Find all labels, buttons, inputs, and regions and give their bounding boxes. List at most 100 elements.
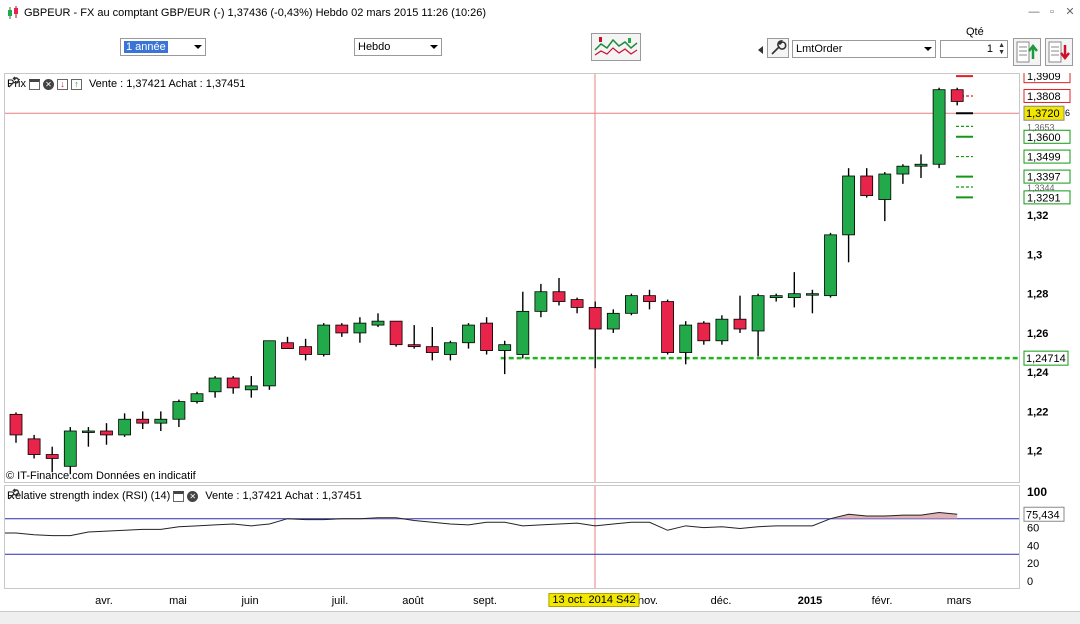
candle-body [842,175,855,236]
price-tick-label: 1,26 [1027,328,1048,340]
candle-body [335,324,349,334]
order-level-label: 1,3291 [1027,192,1061,204]
close-icon[interactable]: ✕ [187,490,199,502]
time-axis-label: août [402,595,424,607]
candle-body [100,430,113,436]
price-tick-label: 1,24 [1027,367,1049,379]
indicators-button[interactable] [591,33,641,61]
candle-body [824,234,837,297]
rsi-panel-header: Relative strength index (RSI) (14) ✕ Ven… [7,488,362,504]
quantity-label: Qté [966,26,984,38]
current-price-label: 1,3720 [1026,108,1060,120]
spinner-icon[interactable]: ▲ ▼ [998,42,1005,56]
candle-body [787,293,801,299]
maximize-icon[interactable]: ▫ [1050,6,1054,18]
order-level-box [1023,73,1071,84]
candle-body [9,413,23,436]
price-panel-header: Prix ✕ ↓ ↑ Vente : 1,37421 Achat : 1,374… [7,76,246,92]
candle-body [480,322,494,351]
time-axis-label: nov. [638,595,658,607]
rsi-chart[interactable] [5,486,1019,588]
rsi-overbought-area [16,512,958,519]
time-axis-label: 2015 [797,595,823,607]
candle-body [552,291,566,302]
wrench-icon[interactable] [7,488,20,501]
app-candle-icon [8,6,18,19]
interval-select[interactable]: Hebdo [354,38,442,56]
price-chart[interactable] [5,74,1019,482]
quantity-stepper[interactable]: 1 ▲ ▼ [940,40,1008,58]
order-level-label-hidden: 1,3653 [1027,122,1055,132]
current-price-suffix: 6 [1065,108,1070,118]
close-icon[interactable]: ✕ [1065,6,1075,18]
candle-body [208,377,222,393]
candle-body [516,310,530,355]
sell-button[interactable] [1045,38,1073,66]
candle-body [733,318,747,330]
close-icon[interactable]: ✕ [42,78,54,90]
order-level-label: 1,3600 [1027,132,1061,144]
wrench-icon [771,39,787,55]
candle-body [498,344,512,351]
title-bar: GBPEUR - FX au comptant GBP/EUR (-) 1,37… [0,0,1080,27]
candle-body [226,377,240,389]
current-price-box [1023,105,1065,121]
candle-body [371,320,385,326]
toolbar: 1 année Hebdo LmtOrder Qté 1 ▲ ▼ [0,26,1080,72]
price-axis: 1,32 1,3 1,28 1,26 1,24 1,22 1,2 1,3909 1,3808 1,… [1021,73,1080,483]
move-up-icon[interactable]: ↑ [70,78,82,90]
minimize-icon[interactable]: — [1028,6,1040,18]
candle-body [570,299,584,308]
order-level-label: 1,3499 [1027,152,1061,164]
candle-body [679,324,693,353]
time-axis: avr. mai juin juil. août sept. nov. déc. 2015 fév… [4,590,1020,610]
candle-body [281,342,294,350]
order-level-label: 1,3397 [1027,172,1061,184]
rsi-panel-quote: Vente : 1,37421 Achat : 1,37451 [205,490,362,502]
time-axis-label: déc. [710,595,732,607]
crosshair-date-label: 13 oct. 2014 S42 [548,593,640,607]
order-level-label: 1,3808 [1027,91,1061,103]
window-icon[interactable] [28,78,40,90]
candle-body [697,322,711,342]
order-level-box [1023,129,1071,144]
rsi-panel[interactable]: Relative strength index (RSI) (14) ✕ Ven… [4,485,1020,589]
price-panel-quote: Vente : 1,37421 Achat : 1,37451 [88,78,246,90]
candle-body [190,393,204,402]
order-settings-button[interactable] [767,38,789,58]
candle-body [715,318,729,342]
price-tick-label: 1,2 [1027,446,1042,458]
price-tick-label: 1,28 [1027,289,1048,301]
sidebar-collapse-arrow[interactable] [758,46,763,54]
order-level-label: 1,3909 [1027,73,1061,83]
candle-body [136,418,150,424]
order-type-select[interactable]: LmtOrder [792,40,936,58]
window-icon[interactable] [173,490,185,502]
rsi-tick-label: 20 [1027,558,1039,570]
candle-body [932,89,946,165]
bottom-scrollbar[interactable] [0,611,1080,624]
quantity-value: 1 [986,43,993,55]
candle-body [643,295,656,302]
candle-body [462,324,475,344]
buy-button[interactable] [1013,38,1041,66]
candle-body [606,312,620,330]
support-label: 1,24714 [1026,353,1066,365]
move-down-icon[interactable]: ↓ [56,78,68,90]
time-axis-label: avr. [95,595,113,607]
order-type-value: LmtOrder [796,43,843,55]
rsi-axis: 100 60 40 20 0 75,434 [1021,485,1080,589]
order-level-label-hidden: 1,3344 [1027,183,1055,193]
price-chart-panel[interactable]: Prix ✕ ↓ ↑ Vente : 1,37421 Achat : 1,374… [4,73,1020,483]
candle-body [950,89,964,102]
order-level-box [1023,190,1071,205]
chevron-down-icon [924,47,932,51]
rsi-line [5,511,958,537]
candle-body [914,163,928,167]
candle-body [806,293,819,296]
wrench-icon[interactable] [7,76,20,89]
period-select[interactable]: 1 année [120,38,206,56]
time-axis-label: juin [241,595,259,607]
rsi-panel-name: Relative strength index (RSI) (14) [7,490,171,502]
candle-body [443,342,457,355]
